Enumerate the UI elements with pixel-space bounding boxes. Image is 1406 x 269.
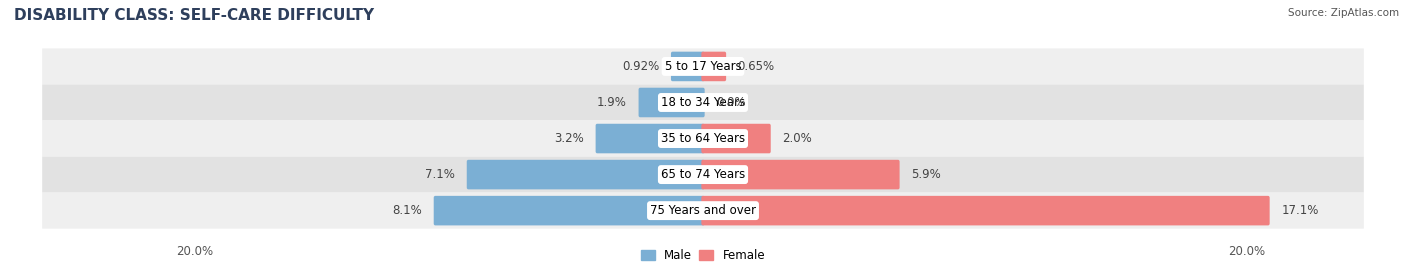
Text: 5 to 17 Years: 5 to 17 Years [665, 60, 741, 73]
Text: 1.9%: 1.9% [598, 96, 627, 109]
Text: 0.65%: 0.65% [738, 60, 775, 73]
Text: 75 Years and over: 75 Years and over [650, 204, 756, 217]
Text: 0.0%: 0.0% [716, 96, 745, 109]
FancyBboxPatch shape [42, 157, 1364, 193]
FancyBboxPatch shape [42, 84, 1364, 121]
FancyBboxPatch shape [702, 160, 900, 189]
Text: 8.1%: 8.1% [392, 204, 422, 217]
Text: 7.1%: 7.1% [426, 168, 456, 181]
FancyBboxPatch shape [638, 88, 704, 117]
Text: 65 to 74 Years: 65 to 74 Years [661, 168, 745, 181]
FancyBboxPatch shape [596, 124, 704, 153]
Text: 20.0%: 20.0% [176, 245, 212, 258]
FancyBboxPatch shape [671, 52, 704, 81]
Text: 0.92%: 0.92% [621, 60, 659, 73]
Text: 5.9%: 5.9% [911, 168, 941, 181]
FancyBboxPatch shape [467, 160, 704, 189]
FancyBboxPatch shape [702, 52, 725, 81]
Text: 20.0%: 20.0% [1229, 245, 1265, 258]
FancyBboxPatch shape [702, 196, 1270, 225]
FancyBboxPatch shape [42, 121, 1364, 157]
Text: 35 to 64 Years: 35 to 64 Years [661, 132, 745, 145]
Text: Source: ZipAtlas.com: Source: ZipAtlas.com [1288, 8, 1399, 18]
Text: 17.1%: 17.1% [1281, 204, 1319, 217]
FancyBboxPatch shape [702, 124, 770, 153]
Text: 2.0%: 2.0% [782, 132, 813, 145]
FancyBboxPatch shape [433, 196, 704, 225]
FancyBboxPatch shape [42, 48, 1364, 84]
Text: 18 to 34 Years: 18 to 34 Years [661, 96, 745, 109]
Text: DISABILITY CLASS: SELF-CARE DIFFICULTY: DISABILITY CLASS: SELF-CARE DIFFICULTY [14, 8, 374, 23]
Text: 3.2%: 3.2% [554, 132, 583, 145]
FancyBboxPatch shape [42, 193, 1364, 229]
Legend: Male, Female: Male, Female [641, 249, 765, 262]
